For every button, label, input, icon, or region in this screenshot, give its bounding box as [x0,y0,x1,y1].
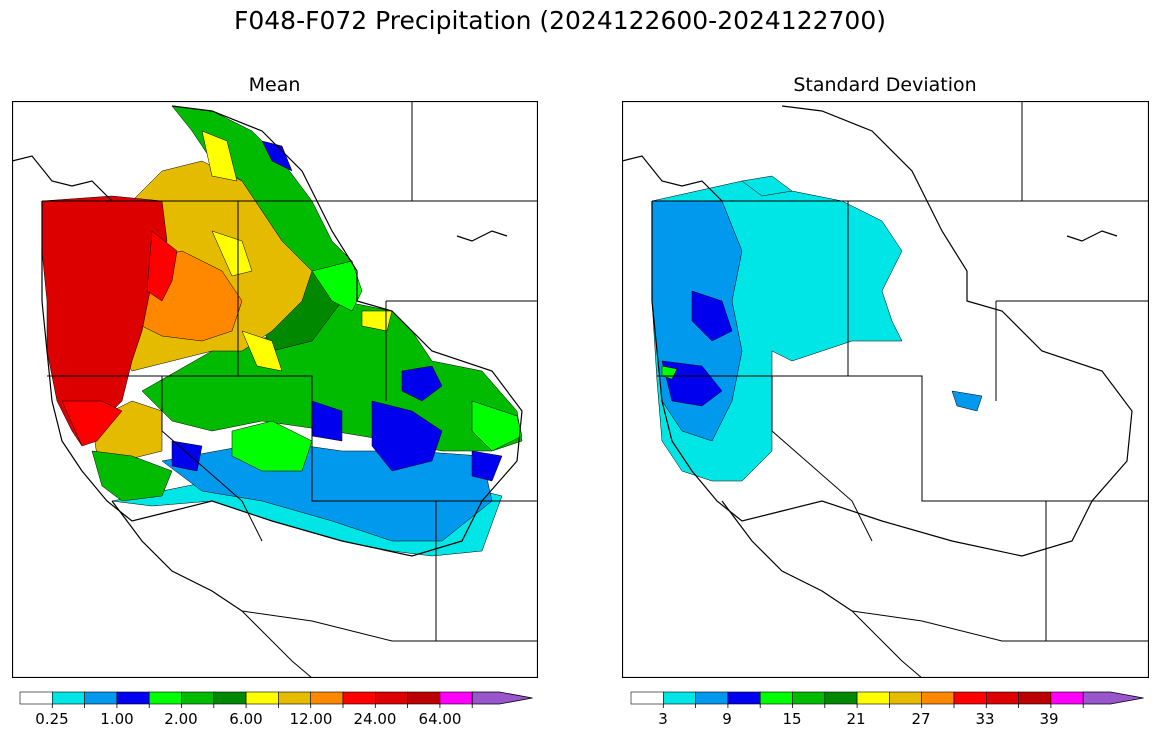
mean-colorbar-swatch [374,691,408,705]
mean-colorbar-swatch [148,691,182,705]
stddev-tick-label: 9 [722,710,732,728]
stddev-panel-title: Standard Deviation [793,74,977,96]
mean-colorbar-swatches [19,691,533,708]
stddev-colorbar-swatch [727,691,761,705]
mean-colorbar-swatch [19,691,53,705]
stddev-tick-label: 3 [658,710,668,728]
stddev-tick-label: 39 [1039,710,1059,728]
mean-colorbar-swatch [245,691,279,705]
mean-tick-label: 64.00 [418,710,462,728]
mean-tick-label: 1.00 [100,710,134,728]
mean-precip-field [12,101,538,678]
figure-title: F048-F072 Precipitation (2024122600-2024… [233,6,886,35]
stddev-colorbar-swatch [662,691,696,705]
stddev-colorbar-swatch [921,691,955,705]
mean-tick-label: 6.00 [229,710,263,728]
stddev-colorbar-swatch [695,691,729,705]
stddev-tick-label: 21 [846,710,866,728]
mean-colorbar-swatch [407,691,441,705]
stddev-colorbar-swatch [985,691,1019,705]
stddev-colorbar-swatch [1050,691,1084,705]
stddev-map [622,101,1149,678]
mean-tick-label: 2.00 [164,710,198,728]
stddev-colorbar-swatch [889,691,922,705]
mean-tick-label: 12.00 [289,710,333,728]
mean-colorbar-swatch [116,691,150,705]
stddev-colorbar-swatches [630,691,1144,708]
stddev-tick-label: 15 [782,710,802,728]
stddev-colorbar-extend-arrow [1082,691,1144,705]
stddev-colorbar-swatch [953,691,987,705]
stddev-tick-label: 27 [911,710,931,728]
mean-colorbar-swatch [84,691,118,705]
mean-tick-label: 0.25 [35,710,69,728]
mean-colorbar-swatch [342,691,376,705]
stddev-colorbar-swatch [824,691,858,705]
mean-colorbar-swatch [181,691,215,705]
stddev-colorbar-swatch [630,691,664,705]
stddev-colorbar-swatch [1018,691,1052,705]
mean-colorbar [19,691,533,708]
mean-colorbar-extend-arrow [471,691,533,705]
stddev-colorbar-swatch [792,691,826,705]
mean-panel-title: Mean [248,74,301,96]
stddev-colorbar-swatch [856,691,890,705]
mean-colorbar-swatch [278,691,311,705]
mean-colorbar-swatch [439,691,473,705]
mean-map [12,101,538,678]
stddev-field [622,101,1149,678]
mean-colorbar-swatch [213,691,247,705]
mean-colorbar-swatch [51,691,85,705]
stddev-colorbar [630,691,1144,708]
mean-tick-label: 24.00 [353,710,397,728]
mean-colorbar-swatch [310,691,344,705]
stddev-colorbar-swatch [759,691,793,705]
stddev-tick-label: 33 [975,710,995,728]
